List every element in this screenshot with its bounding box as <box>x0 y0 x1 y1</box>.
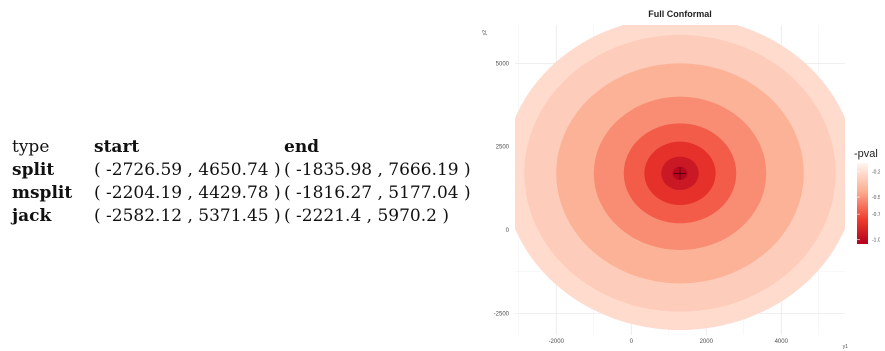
legend-label: -1.0 <box>872 238 880 244</box>
cell-end: ( -1835.98 , 7666.19 ) <box>284 160 471 180</box>
legend-label: -0.2 <box>872 170 880 176</box>
chart-title: Full Conformal <box>648 9 712 19</box>
row-label-jack: jack <box>12 206 52 226</box>
cell-end: ( -1816.27 , 5177.04 ) <box>284 183 471 203</box>
x-tick-label: -2000 <box>549 339 565 345</box>
x-tick-label: 4000 <box>775 339 789 345</box>
interval-table: type start end split ( -2726.59 , 4650.7… <box>12 136 484 228</box>
table-row: msplit ( -2204.19 , 4429.78 ) ( -1816.27… <box>12 182 484 205</box>
header-end: end <box>284 137 320 157</box>
legend-labels: -0.2 -0.5 -0.7 -1.0 <box>857 170 880 244</box>
y-tick-label: 2500 <box>496 145 510 151</box>
header-start: start <box>94 137 140 157</box>
row-label-msplit: msplit <box>12 183 73 203</box>
cell-start: ( -2726.59 , 4650.74 ) <box>94 160 281 180</box>
legend-label: -0.5 <box>872 195 880 201</box>
y-tick-labels: -2500 0 2500 5000 <box>494 61 510 317</box>
table-row: split ( -2726.59 , 4650.74 ) ( -1835.98 … <box>12 159 484 182</box>
y-axis-title: y2 <box>482 30 488 36</box>
table-header-row: type start end <box>12 136 484 159</box>
row-label-split: split <box>12 160 55 180</box>
header-type: type <box>12 137 50 157</box>
cell-start: ( -2204.19 , 4429.78 ) <box>94 183 281 203</box>
y-tick-label: -2500 <box>494 311 510 317</box>
x-tick-label: 2000 <box>700 339 714 345</box>
legend-label: -0.7 <box>872 212 880 218</box>
full-conformal-chart: Full Conformal y2 y1 -2000 0 2000 4000 -250… <box>482 9 880 350</box>
y-tick-label: 0 <box>506 228 510 234</box>
y-tick-label: 5000 <box>496 61 510 67</box>
center-marker <box>674 167 686 180</box>
legend-title: -pval <box>854 148 878 160</box>
cell-start: ( -2582.12 , 5371.45 ) <box>94 206 281 226</box>
legend: -pval -0.2 -0.5 -0.7 -1.0 <box>854 148 880 244</box>
legend-colorbar <box>857 163 868 244</box>
table-row: jack ( -2582.12 , 5371.45 ) ( -2221.4 , … <box>12 205 484 228</box>
cell-end: ( -2221.4 , 5970.2 ) <box>284 206 449 226</box>
x-tick-label: 0 <box>630 339 634 345</box>
x-axis-title: y1 <box>843 344 849 350</box>
x-tick-labels: -2000 0 2000 4000 <box>549 339 789 345</box>
